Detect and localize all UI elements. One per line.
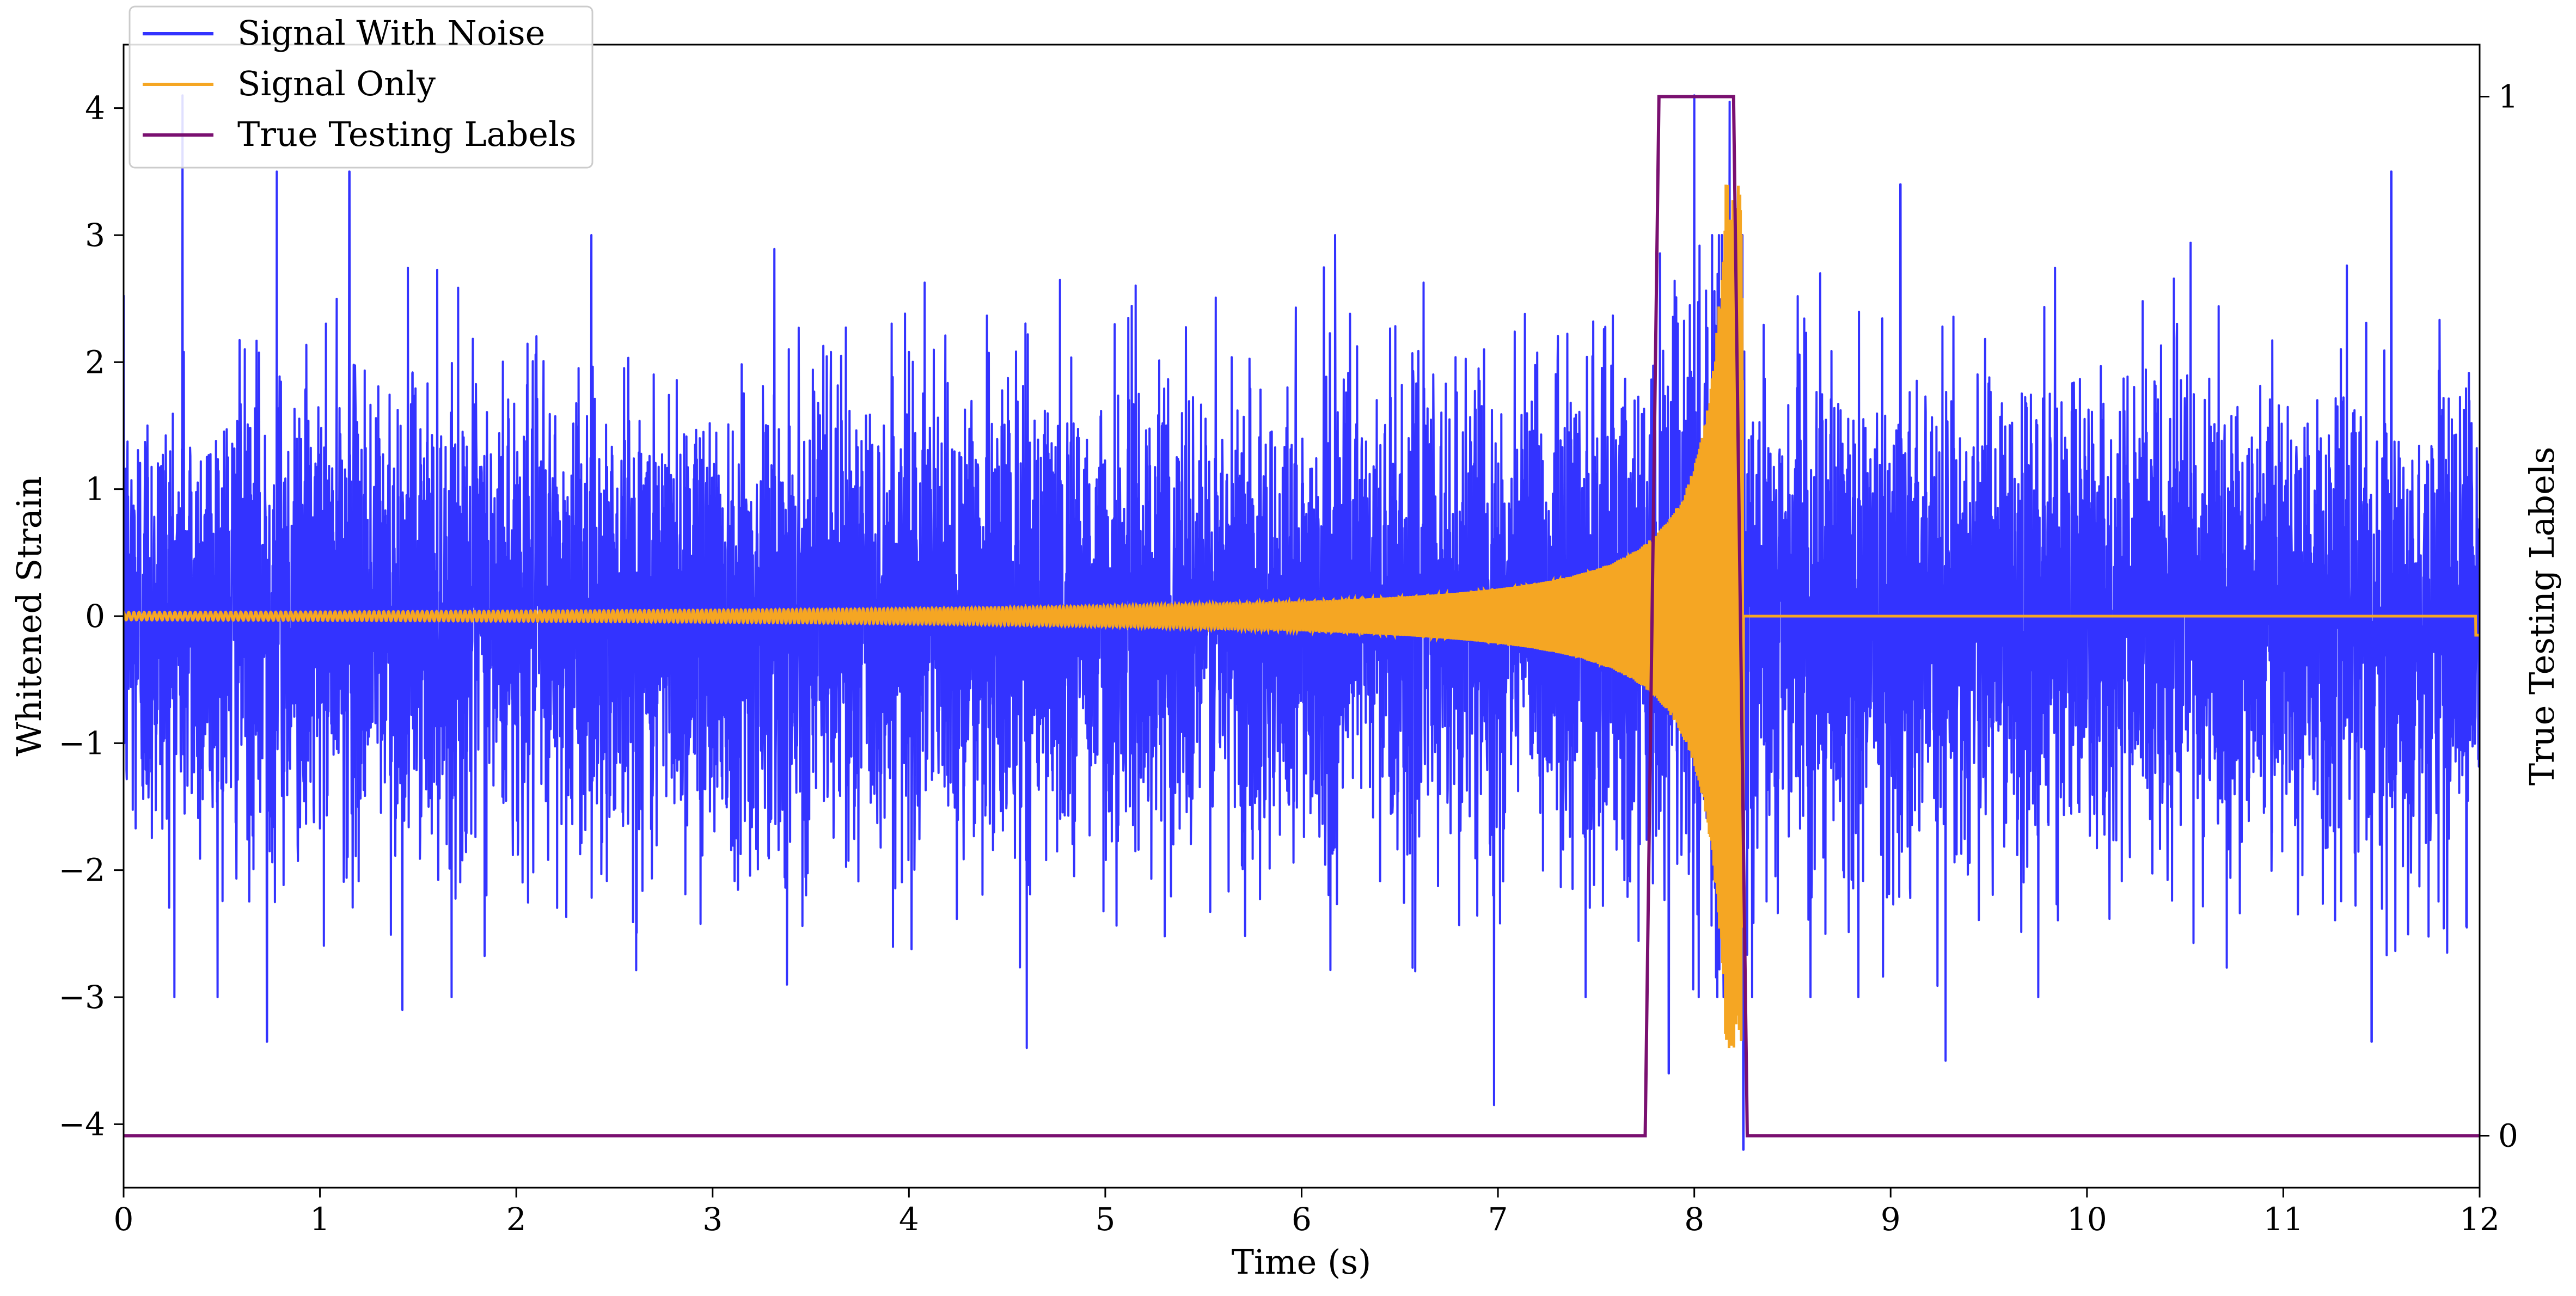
x-axis: 0 1 2 3 4 5 6 7 8 9 10 11 12 bbox=[114, 1188, 2500, 1238]
y-tick-label: 1 bbox=[85, 471, 105, 508]
y-tick-label: −1 bbox=[59, 724, 106, 761]
x-tick-label: 4 bbox=[899, 1201, 919, 1238]
x-tick-label: 9 bbox=[1881, 1201, 1901, 1238]
y-tick-label: −3 bbox=[59, 979, 106, 1016]
legend: Signal With Noise Signal Only True Testi… bbox=[129, 5, 593, 169]
legend-entry-true-testing-labels: True Testing Labels bbox=[143, 114, 577, 154]
y2-axis-title: True Testing Labels bbox=[2522, 447, 2562, 786]
y-axis-title: Whitened Strain bbox=[9, 476, 49, 757]
y-axis-right: 01 bbox=[2480, 78, 2518, 1154]
y2-tick-label: 1 bbox=[2498, 78, 2518, 115]
x-tick-label: 0 bbox=[114, 1201, 134, 1238]
series-line-signal-only bbox=[124, 185, 2480, 1048]
x-tick-label: 6 bbox=[1292, 1201, 1312, 1238]
y-tick-label: −2 bbox=[59, 852, 106, 889]
y-axis-left: −4 −3 −2 −1 0 1 2 3 4 bbox=[59, 90, 124, 1143]
x-tick-label: 7 bbox=[1488, 1201, 1508, 1238]
x-tick-label: 5 bbox=[1095, 1201, 1115, 1238]
y-tick-label: 4 bbox=[85, 90, 105, 127]
y-tick-label: 0 bbox=[85, 598, 105, 635]
y-tick-label: −4 bbox=[59, 1105, 106, 1143]
y2-tick-label: 0 bbox=[2498, 1117, 2518, 1154]
legend-entry-signal-with-noise: Signal With Noise bbox=[143, 13, 545, 53]
x-tick-label: 2 bbox=[506, 1201, 527, 1238]
x-tick-label: 1 bbox=[310, 1201, 330, 1238]
x-tick-label: 10 bbox=[2067, 1201, 2107, 1238]
x-tick-label: 12 bbox=[2459, 1201, 2500, 1238]
legend-box bbox=[129, 5, 593, 169]
y-tick-label: 2 bbox=[85, 343, 105, 380]
legend-entry-signal-only: Signal Only bbox=[143, 64, 436, 103]
x-tick-label: 8 bbox=[1684, 1201, 1704, 1238]
y-tick-label: 3 bbox=[85, 217, 105, 254]
x-axis-title: Time (s) bbox=[1232, 1242, 1372, 1282]
svg-text:Signal With Noise: Signal With Noise bbox=[237, 13, 545, 53]
x-tick-label: 3 bbox=[702, 1201, 723, 1238]
svg-text:True Testing Labels: True Testing Labels bbox=[237, 114, 577, 154]
series-line-signal-with-noise bbox=[124, 94, 2480, 1151]
series-line-true-testing-labels bbox=[124, 95, 2480, 1138]
svg-text:Signal Only: Signal Only bbox=[237, 64, 436, 103]
x-tick-label: 11 bbox=[2263, 1201, 2304, 1238]
